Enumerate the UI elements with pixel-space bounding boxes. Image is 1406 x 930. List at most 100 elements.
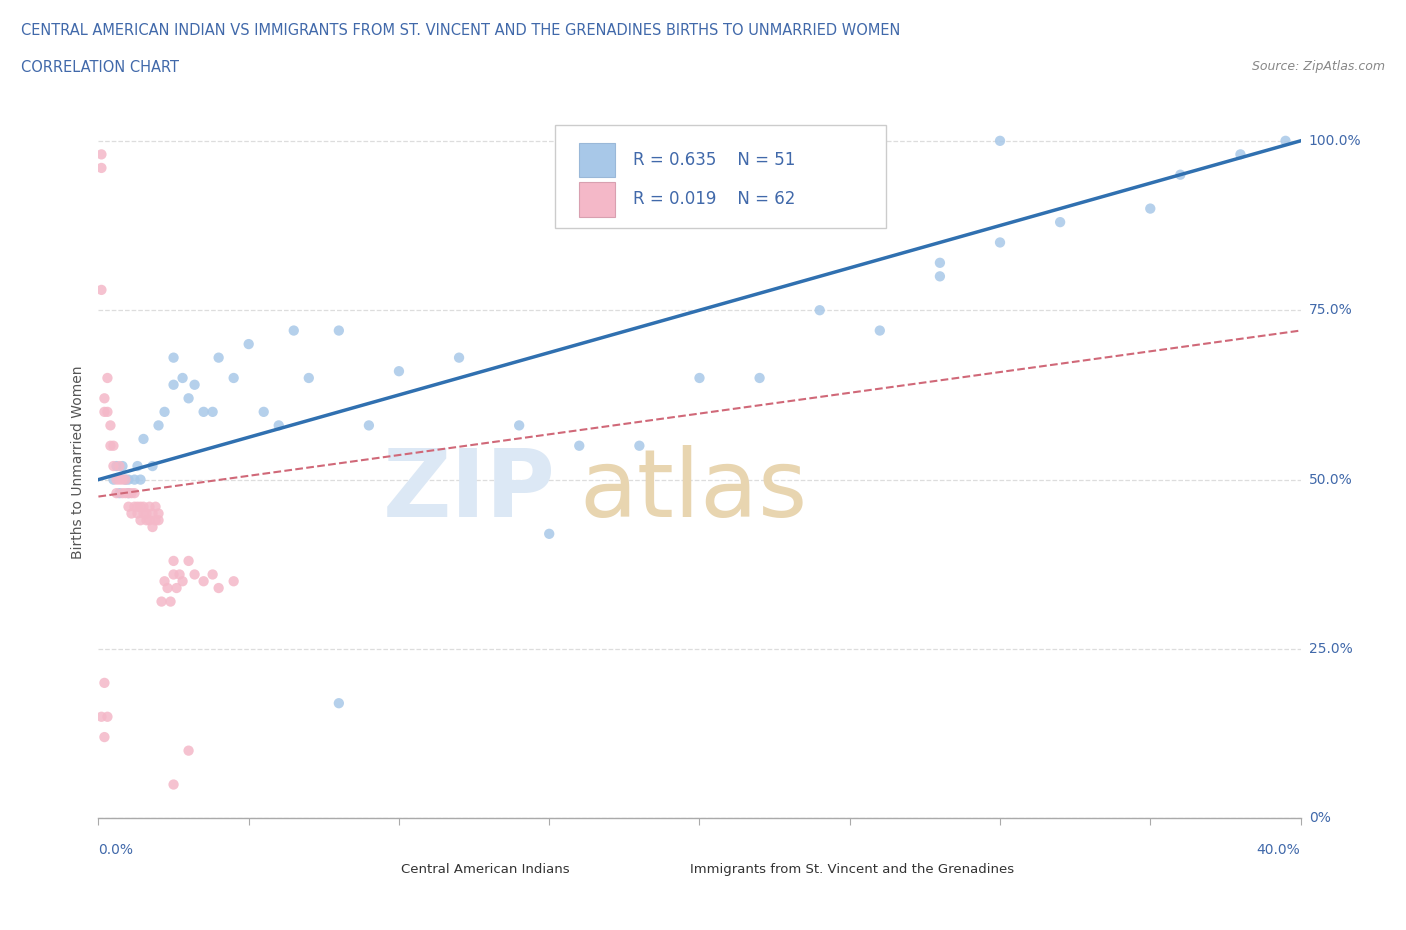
Point [121,506,143,521]
Point [159,594,181,609]
Point [156,580,179,595]
Point [183,378,205,392]
Point [96,405,118,419]
Text: CENTRAL AMERICAN INDIAN VS IMMIGRANTS FROM ST. VINCENT AND THE GRENADINES BIRTHS: CENTRAL AMERICAN INDIAN VS IMMIGRANTS FR… [21,23,900,38]
Point [148,418,170,432]
Point [103,472,125,487]
Point [124,499,146,514]
Point [121,485,143,500]
Text: R = 0.019    N = 62: R = 0.019 N = 62 [633,191,796,208]
Point [568,438,591,453]
Point [222,574,245,589]
FancyBboxPatch shape [651,859,675,881]
Point [183,567,205,582]
Point [929,256,952,271]
Point [90,161,112,176]
Point [148,506,170,521]
Point [253,405,276,419]
Point [138,512,160,527]
Point [177,553,200,568]
Point [357,418,380,432]
Point [93,405,115,419]
Text: R = 0.635    N = 51: R = 0.635 N = 51 [633,152,796,169]
Text: Central American Indians: Central American Indians [401,863,569,876]
Point [929,269,952,284]
Point [111,485,134,500]
Point [172,370,194,385]
Point [111,458,134,473]
Point [508,418,530,432]
Point [208,351,231,365]
Point [169,567,191,582]
Text: 40.0%: 40.0% [1257,844,1301,857]
Point [117,485,139,500]
Point [93,675,115,690]
Point [177,391,200,405]
Point [162,567,184,582]
Text: Immigrants from St. Vincent and the Grenadines: Immigrants from St. Vincent and the Gren… [690,863,1014,876]
Text: 50.0%: 50.0% [1309,472,1353,486]
Point [124,485,146,500]
Point [114,472,136,487]
Point [117,499,139,514]
Y-axis label: Births to Unmarried Women: Births to Unmarried Women [72,365,86,560]
Point [688,370,710,385]
Point [447,351,470,365]
Point [132,506,155,521]
Text: 0.0%: 0.0% [98,844,134,857]
Point [1229,147,1251,162]
Point [90,710,112,724]
Point [141,520,163,535]
Point [96,710,118,724]
Point [538,526,561,541]
Point [150,594,173,609]
Point [748,370,770,385]
Point [111,472,134,487]
Point [127,506,149,521]
Point [808,303,831,318]
Point [108,472,131,487]
Point [166,580,188,595]
Point [132,499,155,514]
Point [132,432,155,446]
Point [129,472,152,487]
Point [127,458,149,473]
Point [988,235,1011,250]
Point [628,438,651,453]
Point [108,458,131,473]
Point [748,133,770,148]
Point [105,472,128,487]
Text: Source: ZipAtlas.com: Source: ZipAtlas.com [1251,60,1385,73]
Point [193,405,215,419]
Point [177,743,200,758]
Point [1049,215,1071,230]
Point [222,370,245,385]
Point [117,472,139,487]
Point [1139,201,1161,216]
Point [105,485,128,500]
Text: 100.0%: 100.0% [1309,134,1361,148]
Point [90,147,112,162]
Point [148,512,170,527]
FancyBboxPatch shape [555,125,886,228]
Point [162,351,184,365]
Point [298,370,321,385]
Point [328,696,350,711]
Point [988,133,1011,148]
Point [145,499,167,514]
Point [100,418,122,432]
Point [141,458,163,473]
Point [1274,133,1296,148]
Point [388,364,411,379]
Point [201,405,224,419]
Text: CORRELATION CHART: CORRELATION CHART [21,60,179,75]
Point [328,323,350,338]
Point [127,499,149,514]
Point [283,323,305,338]
FancyBboxPatch shape [363,859,387,881]
Text: 25.0%: 25.0% [1309,642,1353,656]
Point [135,512,157,527]
Point [114,485,136,500]
Point [114,472,136,487]
Point [267,418,290,432]
